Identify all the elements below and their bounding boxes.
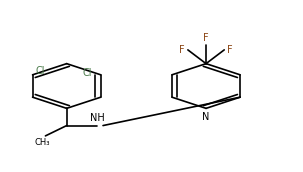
Text: NH: NH [90, 113, 104, 123]
Text: F: F [179, 45, 185, 55]
Text: CH₃: CH₃ [35, 138, 50, 147]
Text: F: F [227, 45, 233, 55]
Text: N: N [202, 112, 210, 122]
Text: Cl: Cl [82, 68, 92, 78]
Text: Cl: Cl [35, 66, 45, 76]
Text: F: F [203, 33, 209, 43]
